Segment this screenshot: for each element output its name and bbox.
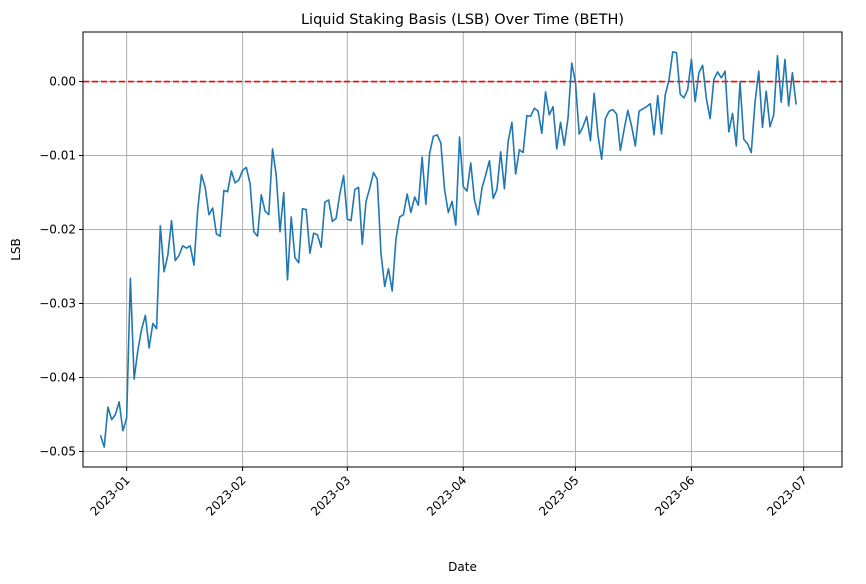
x-tick-label: 2023-02 xyxy=(203,473,248,518)
plot-frame xyxy=(82,31,843,468)
x-tick-label: 2023-06 xyxy=(652,473,697,518)
x-tick-label: 2023-05 xyxy=(536,473,581,518)
y-tick-label: −0.01 xyxy=(39,149,76,163)
x-tick-label: 2023-07 xyxy=(764,473,809,518)
ticks-layer: 2023-01 2023-02 2023-03 2023-04 2023-05 2023-… xyxy=(39,75,810,519)
x-tick-label: 2023-01 xyxy=(87,473,132,518)
y-tick-label: −0.04 xyxy=(39,370,76,384)
y-tick-label: −0.05 xyxy=(39,444,76,458)
series-line-lsb xyxy=(99,51,797,448)
y-tick-label: −0.02 xyxy=(39,223,76,237)
grid-layer xyxy=(83,32,842,467)
chart-title: Liquid Staking Basis (LSB) Over Time (BE… xyxy=(301,12,624,28)
y-tick-label: −0.03 xyxy=(39,297,76,311)
y-axis-title: LSB xyxy=(9,238,23,261)
y-tick-label: 0.00 xyxy=(49,75,76,89)
x-axis-title: Date xyxy=(448,560,477,574)
x-tick-label: 2023-03 xyxy=(308,473,353,518)
x-tick-label: 2023-04 xyxy=(424,473,469,518)
